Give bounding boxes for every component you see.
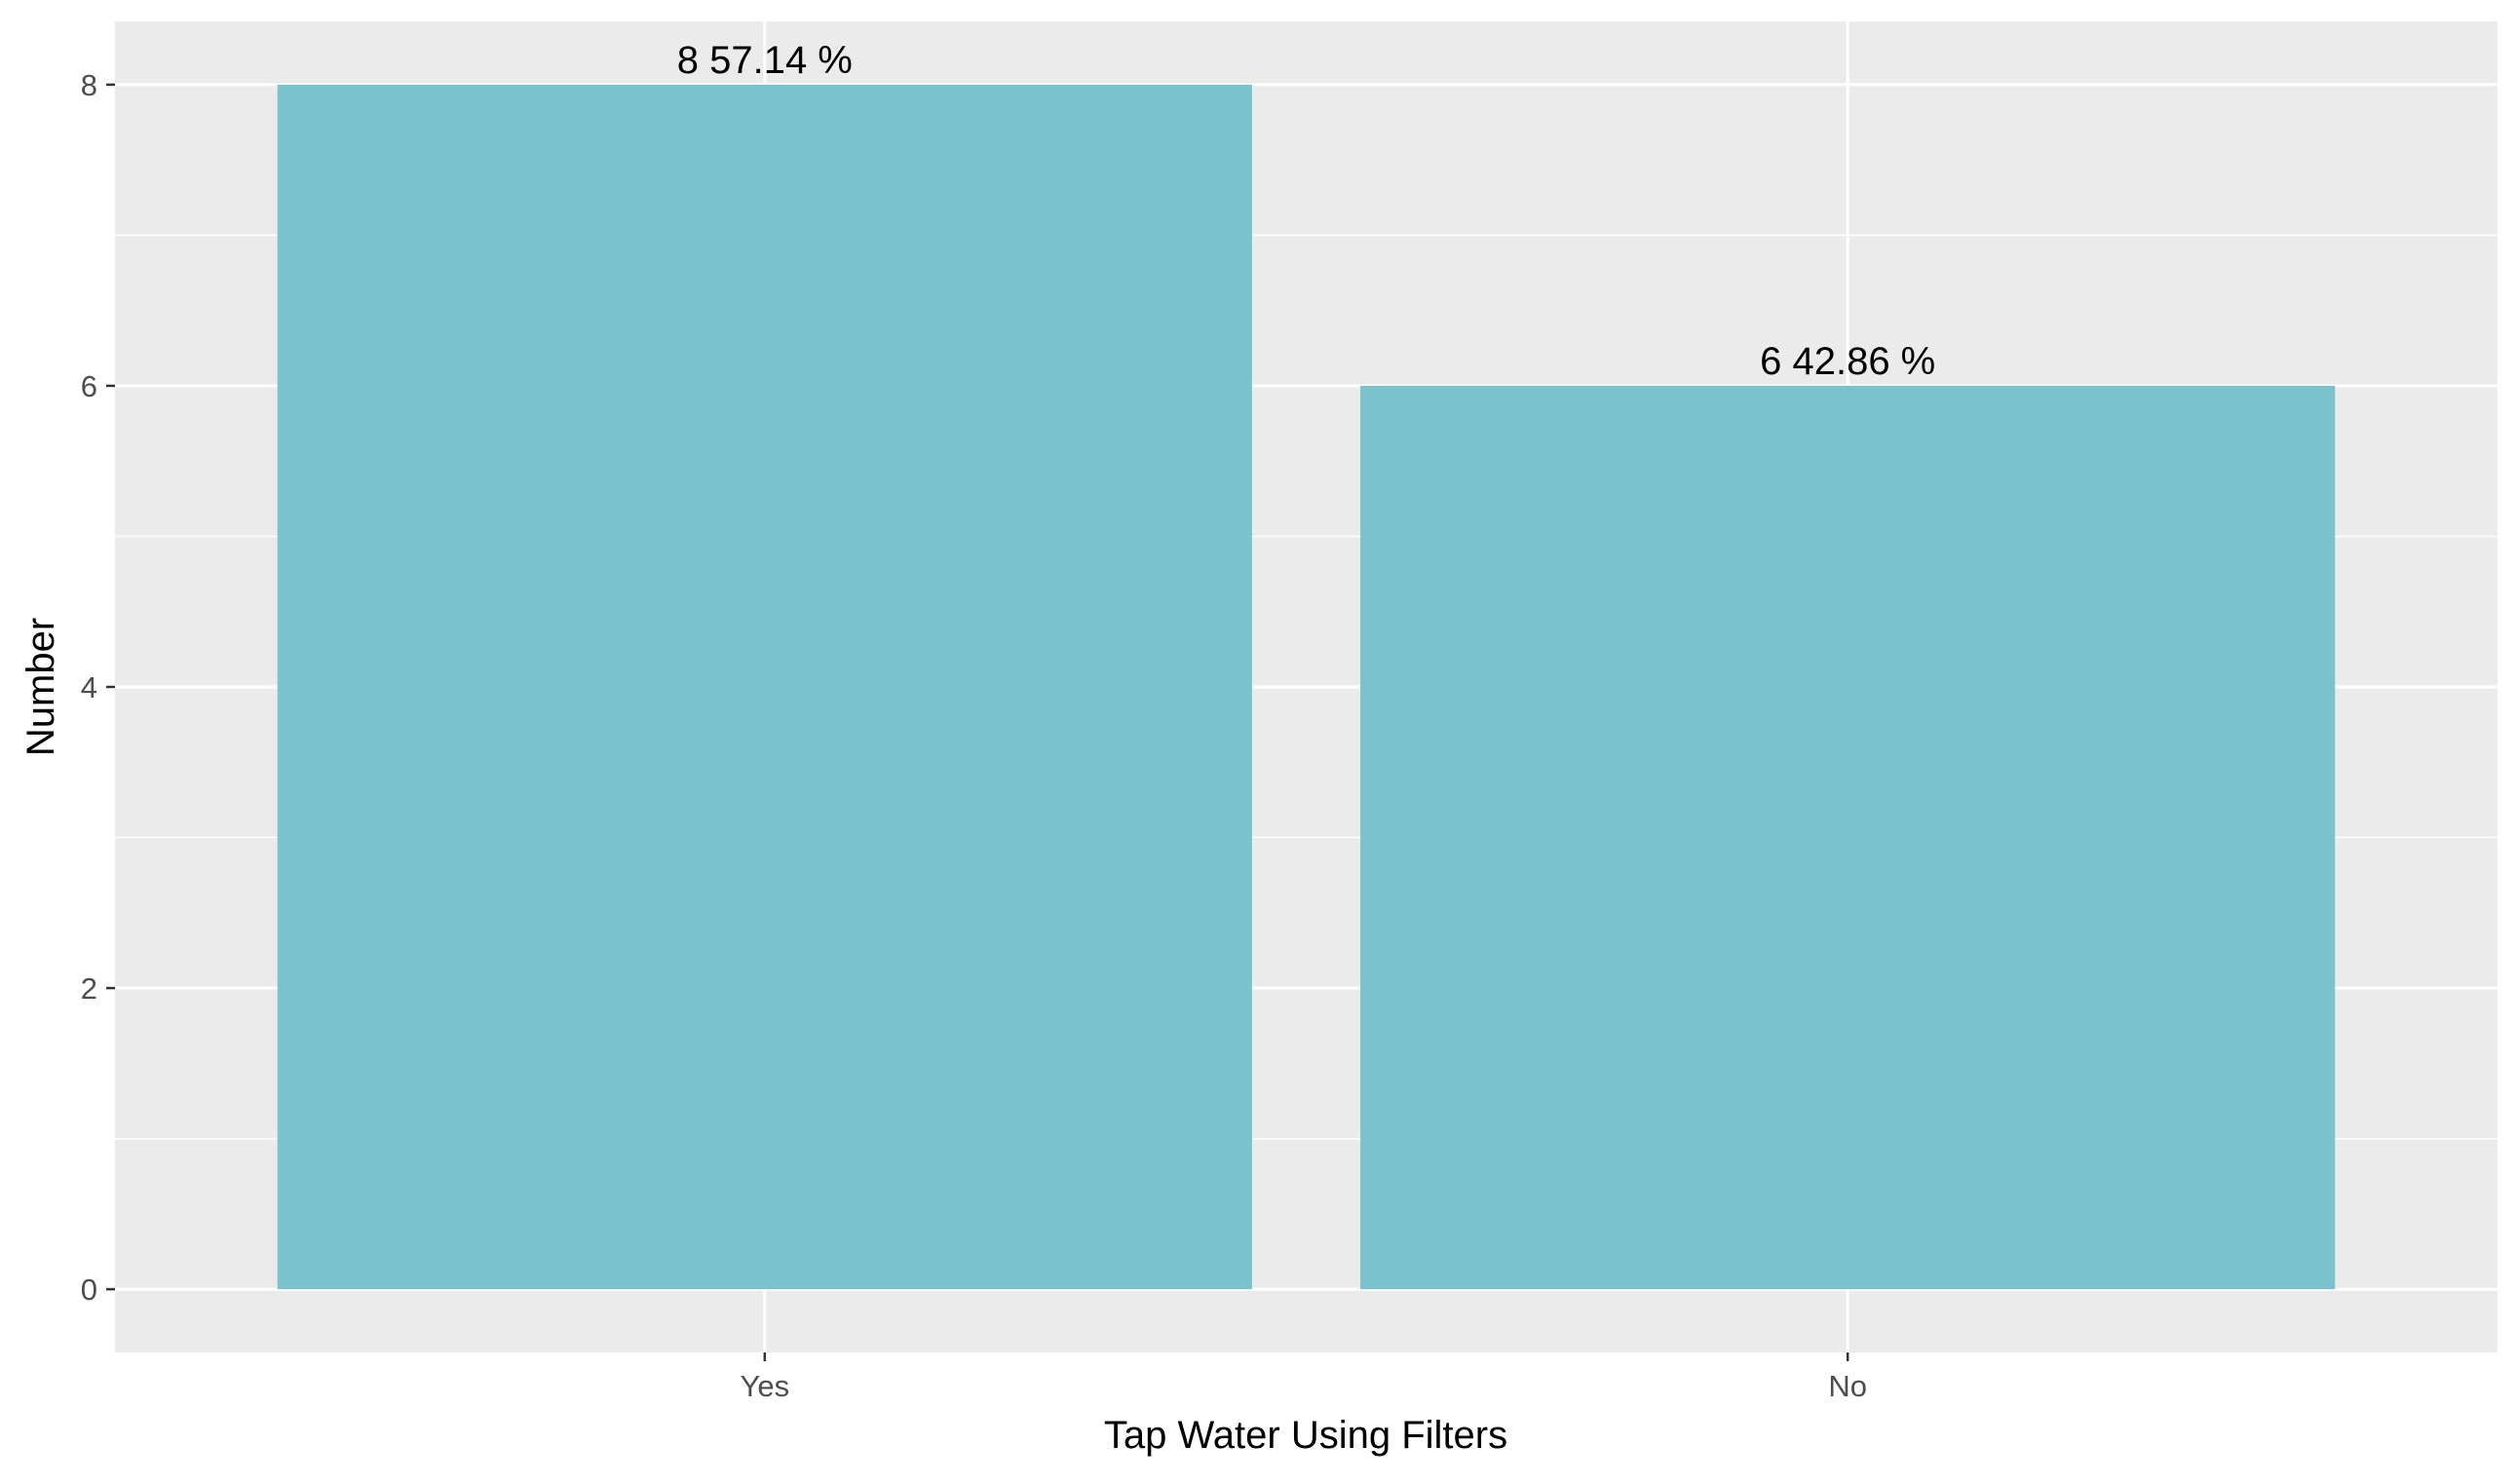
y-axis-title: Number [19,618,62,756]
bar-data-label: 8 57.14 % [677,39,853,82]
bars [277,84,2336,1290]
y-tick-label: 2 [81,971,97,1006]
x-tick-label: Yes [741,1369,790,1403]
x-tick-label: No [1828,1369,1867,1403]
data-labels: 8 57.14 % 6 42.86 % [677,39,1936,383]
axes: 0 2 4 6 8 Yes No [81,68,1867,1403]
x-axis-title: Tap Water Using Filters [1104,1414,1507,1457]
y-tick-label: 4 [81,670,97,704]
bar-data-label: 6 42.86 % [1760,340,1935,383]
y-tick-label: 6 [81,369,97,403]
bar [1360,385,2336,1290]
y-tick-label: 0 [81,1273,97,1307]
y-tick-label: 8 [81,68,97,102]
bar [277,84,1252,1290]
